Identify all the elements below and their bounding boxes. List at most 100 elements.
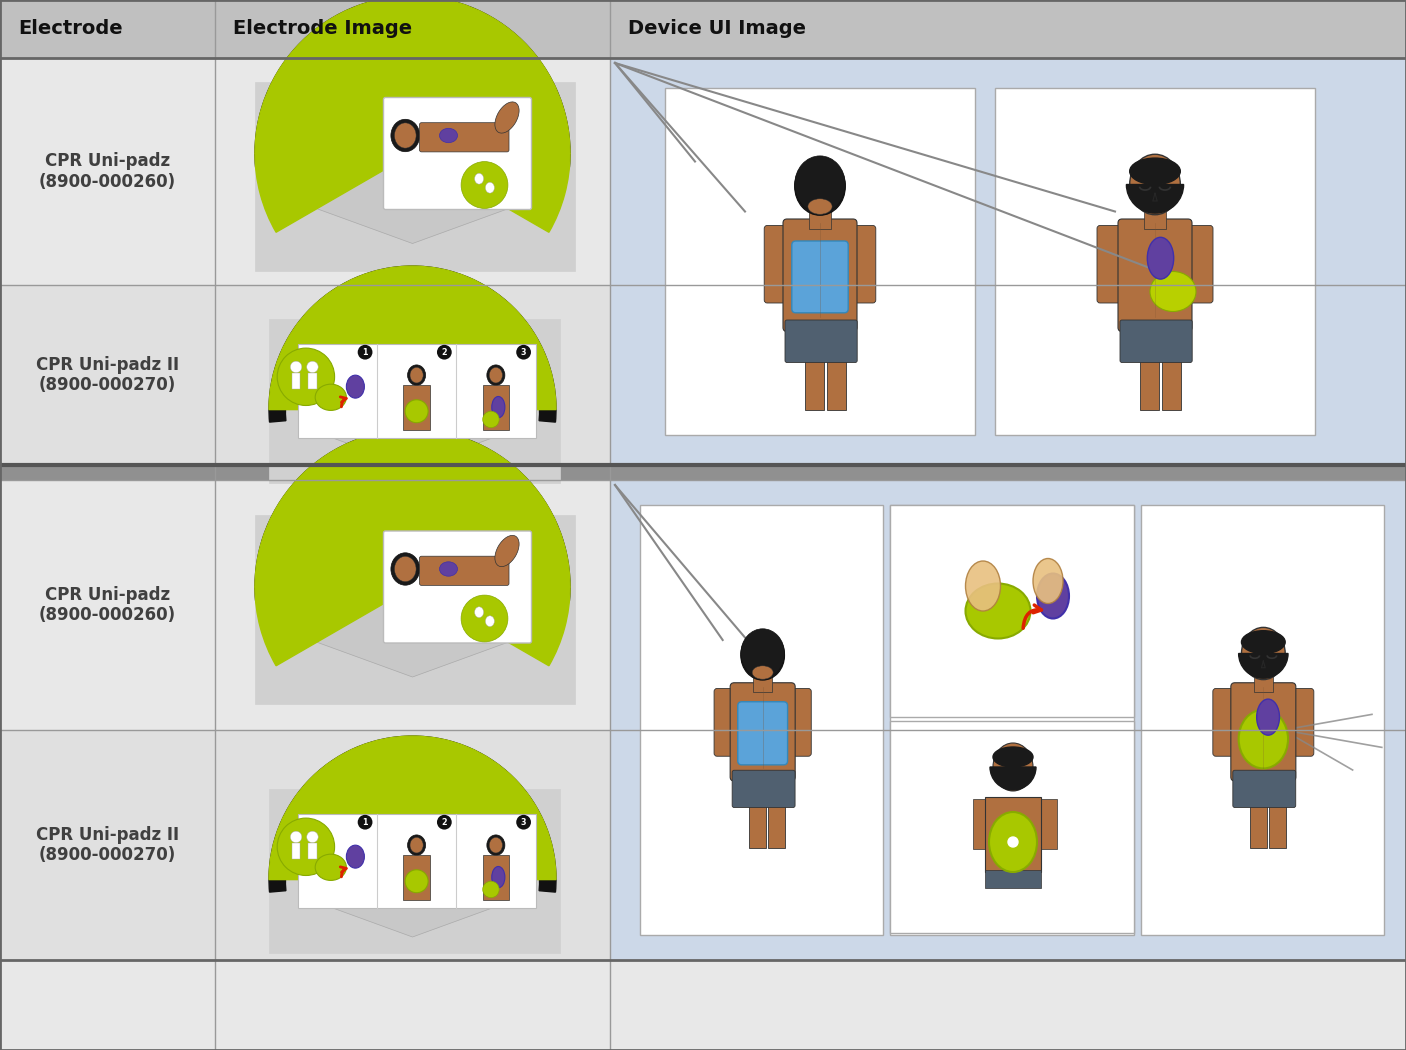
Bar <box>1250 796 1267 848</box>
Ellipse shape <box>395 556 416 582</box>
Bar <box>640 505 883 934</box>
Circle shape <box>277 349 335 405</box>
Bar <box>254 514 575 704</box>
Ellipse shape <box>1241 631 1285 653</box>
Circle shape <box>405 400 427 423</box>
Bar <box>808 209 831 229</box>
Ellipse shape <box>411 837 423 853</box>
FancyBboxPatch shape <box>1121 320 1192 362</box>
Ellipse shape <box>966 561 1001 611</box>
Bar <box>1040 799 1057 849</box>
Bar <box>298 344 536 438</box>
FancyBboxPatch shape <box>1213 689 1240 756</box>
FancyBboxPatch shape <box>786 689 811 756</box>
Wedge shape <box>254 0 569 153</box>
Bar <box>995 88 1315 435</box>
Wedge shape <box>990 766 1036 790</box>
Bar <box>292 373 299 390</box>
Ellipse shape <box>1241 627 1285 679</box>
Bar <box>1270 796 1286 848</box>
Bar <box>890 505 1133 934</box>
Text: Electrode: Electrode <box>18 20 122 39</box>
Ellipse shape <box>1147 237 1174 279</box>
Bar <box>404 855 430 900</box>
Ellipse shape <box>993 743 1033 791</box>
Ellipse shape <box>346 375 364 398</box>
FancyBboxPatch shape <box>733 771 794 807</box>
Bar <box>308 373 316 390</box>
Ellipse shape <box>489 368 502 383</box>
Bar <box>269 319 560 483</box>
Wedge shape <box>412 153 569 232</box>
Ellipse shape <box>492 397 505 418</box>
FancyBboxPatch shape <box>1097 226 1128 303</box>
Text: 1: 1 <box>363 348 368 357</box>
Ellipse shape <box>1239 710 1288 769</box>
Wedge shape <box>254 153 412 232</box>
Bar <box>0 730 1406 960</box>
FancyBboxPatch shape <box>714 689 740 756</box>
Bar <box>1140 350 1160 410</box>
Ellipse shape <box>408 835 426 856</box>
Bar <box>269 790 560 953</box>
Bar <box>404 385 430 430</box>
Ellipse shape <box>1129 159 1180 185</box>
Wedge shape <box>254 429 569 601</box>
Ellipse shape <box>993 747 1033 766</box>
Bar <box>973 799 988 849</box>
Ellipse shape <box>741 631 785 680</box>
Circle shape <box>357 815 373 830</box>
Bar <box>665 88 974 435</box>
Wedge shape <box>311 569 515 677</box>
Ellipse shape <box>808 198 832 214</box>
Bar <box>292 843 299 859</box>
FancyBboxPatch shape <box>384 98 531 210</box>
Bar <box>0 58 1406 285</box>
Wedge shape <box>269 266 555 422</box>
Ellipse shape <box>1038 573 1069 618</box>
FancyBboxPatch shape <box>1182 226 1213 303</box>
Wedge shape <box>254 429 569 587</box>
Ellipse shape <box>800 166 839 214</box>
Bar <box>1144 209 1166 229</box>
Ellipse shape <box>395 123 416 148</box>
Bar <box>0 960 1406 1050</box>
Text: 3: 3 <box>520 348 526 357</box>
Wedge shape <box>269 736 555 880</box>
Bar <box>0 0 1406 58</box>
Ellipse shape <box>486 835 505 856</box>
Ellipse shape <box>495 536 519 567</box>
Text: CPR Uni-padz II
(8900-000270): CPR Uni-padz II (8900-000270) <box>37 356 179 395</box>
Ellipse shape <box>1129 154 1180 215</box>
Text: Electrode Image: Electrode Image <box>233 20 412 39</box>
Circle shape <box>461 595 508 642</box>
FancyBboxPatch shape <box>785 320 858 362</box>
Wedge shape <box>328 377 498 467</box>
Wedge shape <box>269 736 555 892</box>
Bar <box>298 814 536 908</box>
Ellipse shape <box>741 629 785 678</box>
Circle shape <box>437 815 451 830</box>
FancyBboxPatch shape <box>1230 682 1296 781</box>
Bar <box>827 350 846 410</box>
Circle shape <box>405 869 427 892</box>
Text: CPR Uni-padz II
(8900-000270): CPR Uni-padz II (8900-000270) <box>37 825 179 864</box>
Ellipse shape <box>315 384 346 411</box>
Bar <box>254 82 575 271</box>
Text: 2: 2 <box>441 348 447 357</box>
Text: CPR Uni-padz
(8900-000260): CPR Uni-padz (8900-000260) <box>39 586 176 625</box>
Text: CPR Uni-padz
(8900-000260): CPR Uni-padz (8900-000260) <box>39 152 176 191</box>
Bar <box>890 505 1133 717</box>
Ellipse shape <box>475 173 484 184</box>
Bar <box>749 796 766 848</box>
Ellipse shape <box>1257 699 1279 735</box>
FancyArrowPatch shape <box>1024 605 1042 628</box>
Circle shape <box>307 361 318 373</box>
Wedge shape <box>412 587 569 666</box>
Wedge shape <box>1239 653 1288 678</box>
Circle shape <box>1008 837 1018 847</box>
Circle shape <box>290 832 302 843</box>
Wedge shape <box>1126 185 1184 213</box>
Ellipse shape <box>391 552 420 585</box>
Ellipse shape <box>408 365 426 385</box>
